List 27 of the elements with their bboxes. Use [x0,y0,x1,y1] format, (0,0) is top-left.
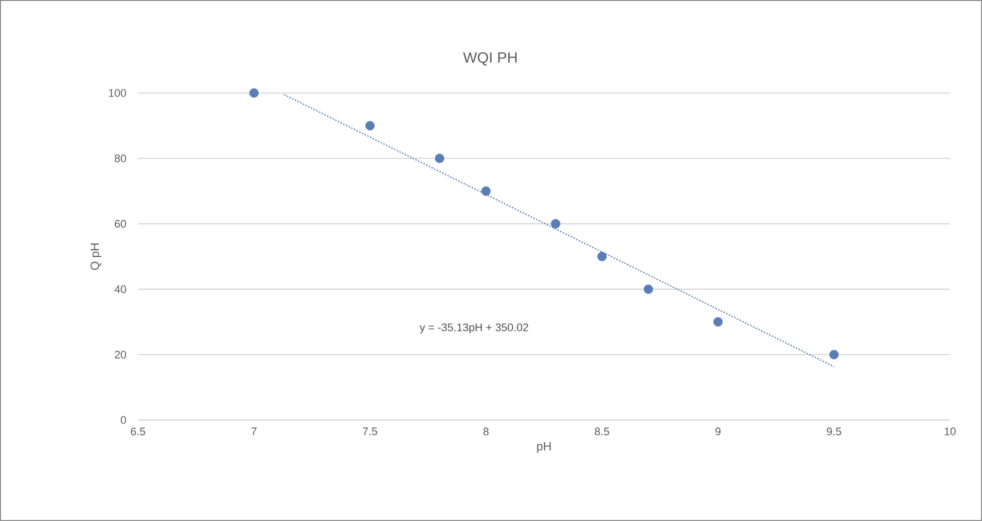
point [550,219,560,228]
point [644,284,654,294]
point [829,350,839,360]
x-tick-label: 9.5 [826,428,842,436]
x-tick-label: 9 [715,428,721,436]
point [597,252,607,262]
x-tick-label: 7.5 [362,428,378,436]
annotation: y = -35.13pH + 350.02 [420,323,528,334]
y-tick-label: 20 [114,350,126,358]
chart-title: WQI PH [463,52,517,66]
x-tick-label: 10 [944,428,956,436]
y-tick-label: 40 [114,285,126,294]
y-tick-label: 80 [114,154,126,162]
y-axis-title: Q pH [90,244,102,270]
point [249,88,259,98]
x-axis-title: pH [537,442,551,453]
point [365,120,375,130]
x-tick-label: 6.5 [130,428,146,436]
y-tick-label: 60 [114,220,126,228]
x-tick-label: 8.5 [594,428,610,436]
y-tick-label: 100 [109,89,126,97]
x-tick-label: 7 [252,428,257,436]
x-tick-label: 8 [483,428,489,436]
point [434,154,444,164]
y-tick-label: 0 [120,416,126,424]
point [481,186,491,196]
point [713,317,723,327]
